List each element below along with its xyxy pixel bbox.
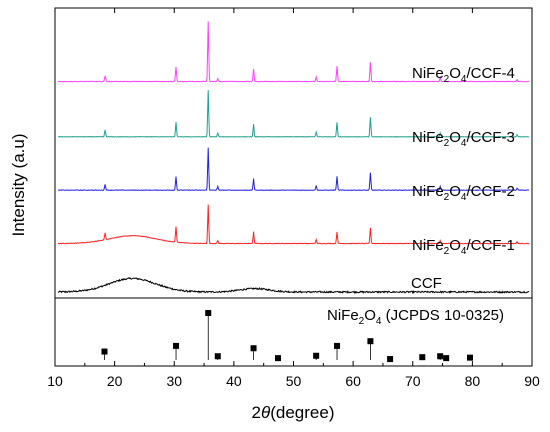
x-tick-label: 20 <box>107 373 123 389</box>
x-tick-label: 30 <box>166 373 182 389</box>
reference-marker-3 <box>205 310 212 316</box>
reference-marker-13 <box>443 355 450 362</box>
reference-marker-14 <box>466 354 473 361</box>
reference-marker-9 <box>367 338 374 345</box>
y-axis-label: Intensity (a.u) <box>9 134 28 237</box>
reference-marker-7 <box>313 352 320 359</box>
series-line-4 <box>57 90 530 138</box>
x-tick-label: 50 <box>286 373 302 389</box>
x-ticks-group: 10 20 30 40 50 60 70 80 90 <box>47 8 540 389</box>
series-labels-group: CCF NiFe2O4/CCF-1 NiFe2O4/CCF-2 NiFe2O4/CCF… <box>411 65 515 292</box>
x-tick-label: 40 <box>226 373 242 389</box>
series-label-3: NiFe2O4/CCF-2 <box>412 183 515 203</box>
series-label-4: NiFe2O4/CCF-3 <box>412 129 515 149</box>
x-tick-label: 80 <box>465 373 481 389</box>
reference-marker-4 <box>214 353 221 360</box>
series-label-5: NiFe2O4/CCF-4 <box>412 65 515 85</box>
series-line-3 <box>57 147 529 192</box>
x-axis-label: 2θ(degree) <box>252 403 335 422</box>
series-group <box>57 21 530 295</box>
series-label-2: NiFe2O4/CCF-1 <box>412 237 515 257</box>
reference-marker-1 <box>101 348 108 355</box>
reference-label: NiFe2O4 (JCPDS 10-0325) <box>327 307 504 327</box>
reference-marker-6 <box>274 355 281 362</box>
x-tick-label: 10 <box>47 373 63 389</box>
x-tick-label: 70 <box>405 373 421 389</box>
series-line-1 <box>57 277 530 295</box>
reference-group: NiFe2O4 (JCPDS 10-0325) <box>101 307 504 363</box>
x-tick-label: 90 <box>524 373 540 389</box>
reference-marker-8 <box>334 342 341 349</box>
reference-marker-2 <box>173 342 180 349</box>
x-tick-label: 60 <box>345 373 361 389</box>
reference-marker-10 <box>387 356 394 363</box>
reference-marker-5 <box>250 345 257 352</box>
series-line-2 <box>57 204 530 245</box>
reference-marker-11 <box>419 354 426 361</box>
series-line-5 <box>57 21 530 83</box>
series-label-1: CCF <box>411 275 442 292</box>
reference-marker-12 <box>437 353 444 360</box>
